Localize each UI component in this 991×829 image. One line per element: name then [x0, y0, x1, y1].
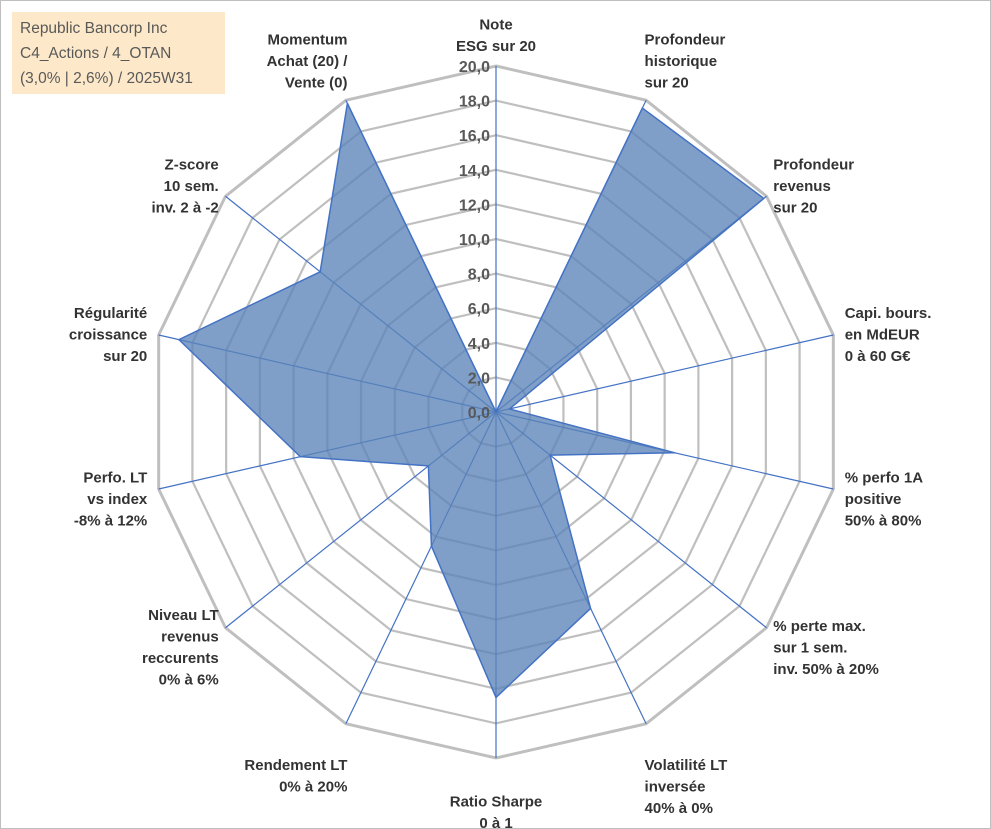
axis-label-7-line-1: 0 à 1 [479, 815, 512, 829]
axis-label-11-line-1: croissance [69, 326, 147, 343]
axis-label-10-line-2: -8% à 12% [74, 513, 147, 530]
title-line-3: (3,0% | 2,6%) / 2025W31 [20, 70, 193, 87]
axis-label-12-line-1: 10 sem. [164, 178, 219, 195]
axis-label-13-line-0: Momentum [267, 32, 347, 49]
data-point-4 [673, 452, 676, 454]
radar-series [178, 102, 765, 699]
data-point-13 [346, 102, 349, 105]
axis-label-6-line-0: Volatilité LT [645, 757, 728, 774]
title-line-2: C4_Actions / 4_OTAN [20, 45, 172, 62]
axis-label-9-line-2: reccurents [142, 650, 219, 667]
axis-label-9: Niveau LT revenus reccurents 0% à 6% [142, 607, 219, 689]
axis-label-10: Perfo. LT vs index -8% à 12% [74, 470, 148, 530]
axis-label-3-line-0: Capi. bours. [845, 305, 932, 322]
data-point-1 [641, 107, 644, 109]
axis-label-9-line-1: revenus [161, 629, 219, 646]
axis-label-3-line-1: en MdEUR [845, 326, 920, 343]
data-point-12 [319, 270, 321, 273]
axis-label-12: Z-score 10 sem. inv. 2 à -2 [151, 157, 218, 217]
axis-label-8-line-1: 0% à 20% [279, 778, 347, 795]
tick-label-1: 2,0 [468, 370, 490, 387]
data-point-6 [589, 607, 592, 610]
axis-label-1-line-2: sur 20 [645, 75, 689, 92]
axis-label-5: % perte max. sur 1 sem. inv. 50% à 20% [773, 618, 879, 678]
axis-label-13: Momentum Achat (20) / Vente (0) [267, 32, 349, 92]
tick-label-9: 18,0 [459, 94, 490, 111]
axis-label-6-line-1: inversée [645, 778, 706, 795]
axis-label-4-line-2: 50% à 80% [845, 513, 922, 530]
axis-label-7-line-0: Ratio Sharpe [450, 794, 543, 811]
axis-label-11-line-0: Régularité [74, 305, 147, 322]
data-point-7 [495, 696, 497, 699]
axis-label-9-line-3: 0% à 6% [159, 672, 219, 689]
axis-label-1-line-0: Profondeur [645, 32, 726, 49]
tick-label-3: 6,0 [468, 301, 490, 318]
axis-label-12-line-0: Z-score [165, 157, 219, 174]
tick-label-8: 16,0 [459, 128, 490, 145]
axis-label-3: Capi. bours. en MdEUR 0 à 60 G€ [845, 305, 932, 365]
axis-label-6: Volatilité LT inversée 40% à 0% [645, 757, 728, 817]
axis-label-8-line-0: Rendement LT [244, 757, 347, 774]
axis-label-0-line-1: ESG sur 20 [456, 38, 536, 55]
axis-label-2-line-0: Profondeur [773, 157, 854, 174]
axis-label-13-line-2: Vente (0) [285, 75, 348, 92]
tick-label-7: 14,0 [459, 163, 490, 180]
tick-label-0: 0,0 [468, 405, 490, 422]
axis-label-5-line-2: inv. 50% à 20% [773, 661, 879, 678]
data-point-5 [549, 454, 551, 456]
axis-label-2: Profondeur revenus sur 20 [773, 157, 854, 217]
axis-label-13-line-1: Achat (20) / [267, 53, 349, 70]
chart-title-box: Republic Bancorp Inc C4_Actions / 4_OTAN… [12, 12, 225, 94]
axis-label-12-line-2: inv. 2 à -2 [151, 200, 218, 217]
radar-tick-labels: 0,0 2,0 4,0 6,0 8,0 10,0 12,0 14,0 16,0 18,0 20,0 [459, 59, 490, 422]
axis-label-1: Profondeur historique sur 20 [645, 32, 726, 92]
axis-label-4-line-0: % perfo 1A [845, 470, 924, 487]
axis-label-10-line-0: Perfo. LT [83, 470, 147, 487]
axis-label-11-line-2: sur 20 [103, 348, 147, 365]
tick-label-5: 10,0 [459, 232, 490, 249]
axis-label-10-line-1: vs index [87, 491, 148, 508]
data-point-10 [299, 455, 302, 458]
axis-label-1-line-1: historique [645, 53, 718, 70]
radar-axis-labels: Note ESG sur 20 Profondeur historique sur 20… [69, 17, 932, 829]
axis-label-9-line-0: Niveau LT [148, 607, 219, 624]
title-line-1: Republic Bancorp Inc [20, 20, 168, 37]
axis-label-4: % perfo 1A positive 50% à 80% [845, 470, 924, 530]
data-point-2 [763, 197, 765, 200]
axis-label-11: Régularité croissance sur 20 [69, 305, 147, 365]
tick-label-2: 4,0 [468, 336, 490, 353]
tick-label-6: 12,0 [459, 197, 490, 214]
data-point-11 [178, 338, 180, 341]
axis-label-0: Note ESG sur 20 [456, 17, 536, 56]
axis-label-5-line-1: sur 1 sem. [773, 639, 847, 656]
axis-label-2-line-2: sur 20 [773, 200, 817, 217]
tick-label-10: 20,0 [459, 59, 490, 76]
axis-label-8: Rendement LT 0% à 20% [244, 757, 347, 796]
axis-label-3-line-2: 0 à 60 G€ [845, 348, 912, 365]
axis-label-0-line-0: Note [479, 17, 512, 34]
axis-label-7: Ratio Sharpe 0 à 1 [450, 794, 543, 829]
data-point-8 [430, 545, 433, 547]
tick-label-4: 8,0 [468, 267, 490, 284]
axis-label-4-line-1: positive [845, 491, 902, 508]
spoke-3 [495, 334, 834, 413]
axis-label-5-line-0: % perte max. [773, 618, 866, 635]
data-point-3 [508, 408, 511, 410]
axis-label-6-line-2: 40% à 0% [645, 800, 713, 817]
data-point-0 [495, 411, 497, 413]
series-area [178, 102, 765, 699]
axis-label-2-line-1: revenus [773, 178, 831, 195]
data-point-9 [427, 465, 430, 467]
